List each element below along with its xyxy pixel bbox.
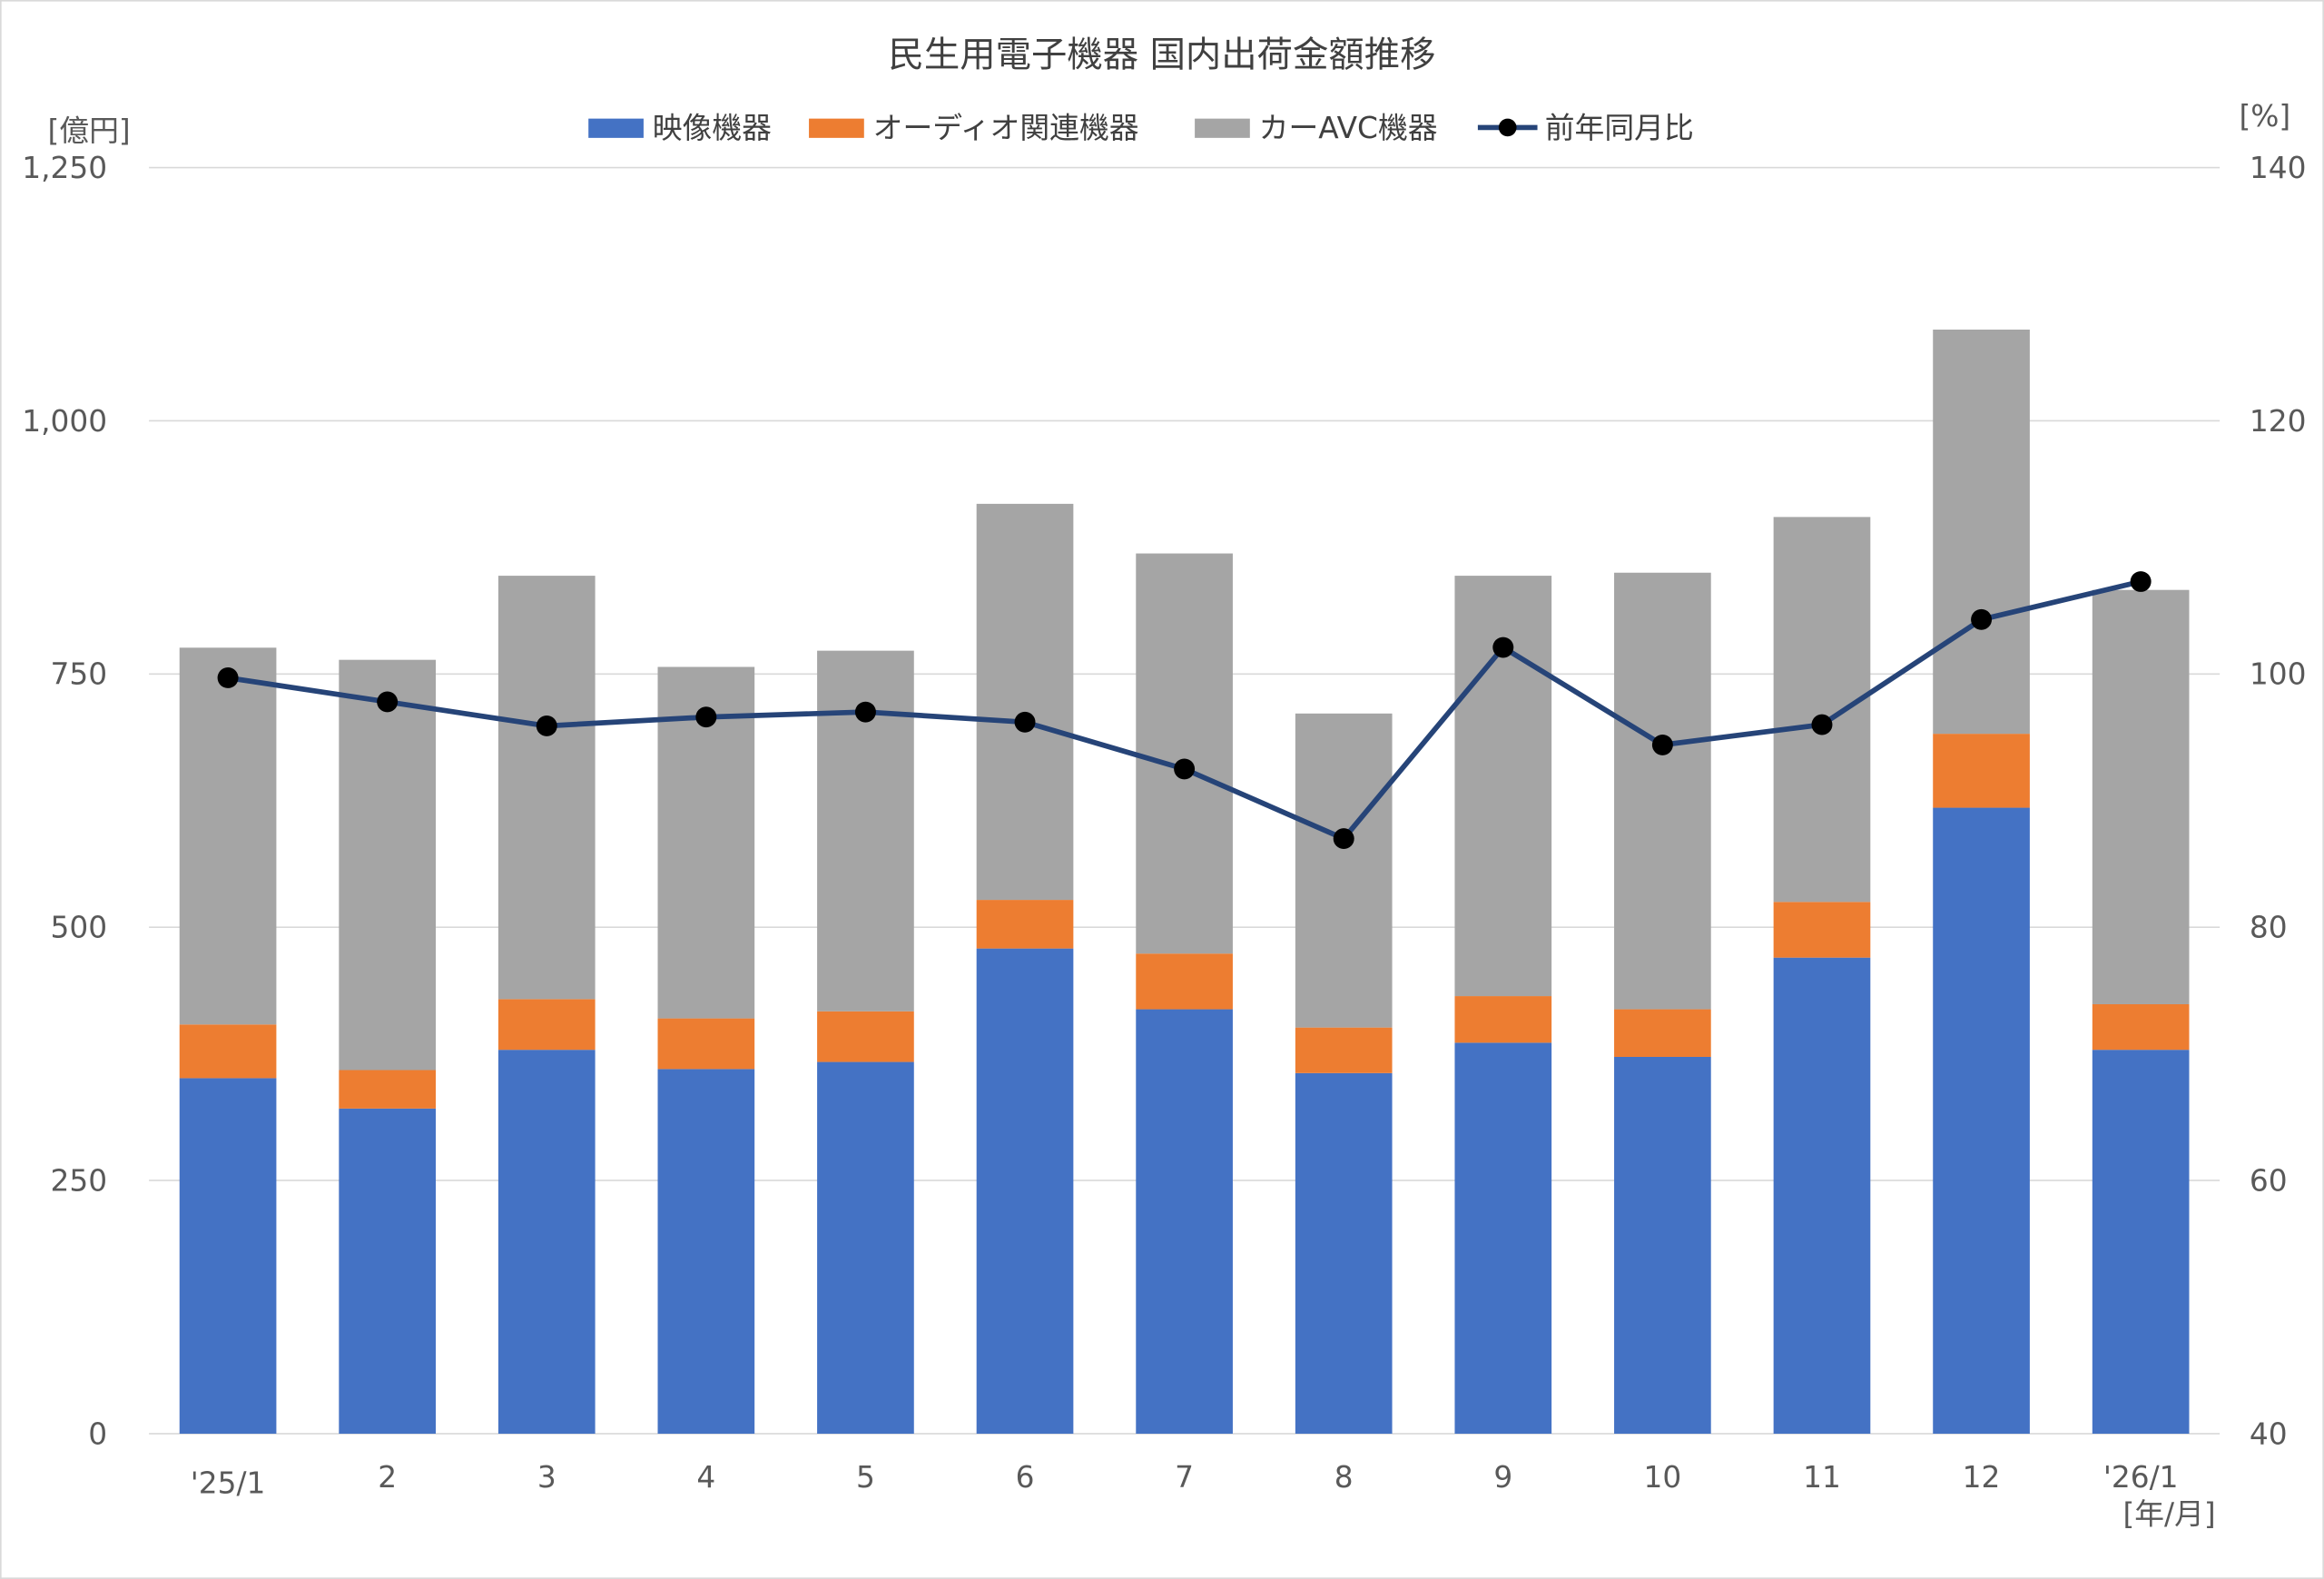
yoy-point bbox=[2130, 571, 2152, 592]
x-tick-label: '26/1 bbox=[2103, 1460, 2179, 1495]
bar-audio bbox=[497, 999, 596, 1051]
legend-label-video: 映像機器 bbox=[653, 111, 772, 145]
y2-tick-label: 60 bbox=[2250, 1164, 2288, 1199]
x-tick-label: 3 bbox=[537, 1460, 556, 1495]
y-tick-label: 1,000 bbox=[22, 404, 107, 439]
legend-label-yoy: 前年同月比 bbox=[1545, 111, 1694, 145]
bar-audio bbox=[339, 1070, 436, 1109]
bar-video bbox=[179, 1078, 277, 1434]
y-axis-label: [億円] bbox=[48, 113, 131, 148]
legend-label-car-avc: カーAVC機器 bbox=[1259, 111, 1438, 145]
y-tick-label: 250 bbox=[51, 1164, 108, 1199]
bar-video bbox=[1614, 1056, 1711, 1434]
x-tick-label: 10 bbox=[1644, 1460, 1682, 1495]
bar-car-avc bbox=[1614, 572, 1711, 1010]
bar-audio bbox=[1933, 734, 2030, 808]
legend-swatch-video bbox=[588, 118, 644, 138]
bar-audio bbox=[1454, 996, 1552, 1043]
legend-swatch-car-avc bbox=[1195, 118, 1250, 138]
x-tick-label: 7 bbox=[1175, 1460, 1194, 1495]
bar-video bbox=[1933, 807, 2030, 1434]
legend: 映像機器 オーディオ関連機器 カーAVC機器 前年同月比 bbox=[588, 111, 1694, 145]
y-tick-label: 0 bbox=[88, 1416, 107, 1451]
bar-video bbox=[1773, 957, 1871, 1434]
bar-video bbox=[1136, 1009, 1233, 1434]
axis-labels: 0 250 500 750 1,000 1,250 40 60 80 100 120 140 '25/1… bbox=[22, 151, 2306, 1500]
yoy-point bbox=[695, 706, 717, 728]
yoy-point bbox=[1333, 828, 1354, 850]
chart-title: 民生用電子機器 国内出荷金額推移 bbox=[889, 35, 1436, 76]
legend-label-audio: オーディオ関連機器 bbox=[873, 111, 1139, 145]
x-tick-label: 11 bbox=[1803, 1460, 1841, 1495]
x-tick-label: '25/1 bbox=[191, 1466, 266, 1500]
legend-marker-yoy bbox=[1498, 118, 1517, 137]
bar-video bbox=[817, 1061, 914, 1434]
bar-car-avc bbox=[2092, 589, 2190, 1004]
bar-car-avc bbox=[497, 576, 596, 1000]
yoy-point bbox=[536, 715, 557, 736]
y2-tick-label: 80 bbox=[2250, 911, 2288, 945]
bar-car-avc bbox=[1295, 713, 1393, 1028]
bar-car-avc bbox=[1136, 553, 1233, 954]
bar-car-avc bbox=[339, 659, 436, 1071]
x-tick-label: 8 bbox=[1334, 1460, 1354, 1495]
y2-tick-label: 100 bbox=[2250, 657, 2307, 692]
yoy-point bbox=[217, 667, 239, 688]
bar-audio bbox=[1136, 953, 1233, 1010]
yoy-point bbox=[1971, 608, 1993, 630]
yoy-point bbox=[1174, 758, 1196, 780]
bar-video bbox=[1454, 1042, 1552, 1434]
x-tick-label: 2 bbox=[378, 1460, 397, 1495]
x-tick-label: 6 bbox=[1016, 1460, 1035, 1495]
x-tick-label: 5 bbox=[856, 1460, 875, 1495]
bar-audio bbox=[179, 1024, 277, 1079]
gridlines bbox=[149, 166, 2221, 1435]
x-tick-label: 9 bbox=[1493, 1460, 1512, 1495]
bar-audio bbox=[1614, 1009, 1711, 1057]
yoy-point bbox=[1811, 714, 1833, 735]
yoy-point bbox=[854, 701, 876, 723]
bar-audio bbox=[657, 1018, 755, 1070]
bar-audio bbox=[2092, 1003, 2190, 1051]
y2-tick-label: 140 bbox=[2250, 151, 2307, 185]
bars bbox=[179, 330, 2190, 1434]
bar-audio bbox=[1295, 1027, 1393, 1073]
bar-video bbox=[657, 1069, 755, 1434]
legend-swatch-audio bbox=[809, 118, 864, 138]
y2-axis-label: [%] bbox=[2239, 99, 2290, 133]
bar-video bbox=[2092, 1050, 2190, 1434]
x-axis-label: [年/月] bbox=[2122, 1497, 2215, 1532]
x-tick-label: 12 bbox=[1963, 1460, 2001, 1495]
yoy-point bbox=[1492, 637, 1514, 658]
bar-car-avc bbox=[976, 503, 1074, 901]
yoy-point bbox=[1014, 711, 1036, 733]
bar-car-avc bbox=[1773, 517, 1871, 903]
y2-tick-label: 120 bbox=[2250, 404, 2307, 439]
bar-audio bbox=[976, 900, 1074, 949]
yoy-point bbox=[1651, 734, 1673, 755]
bar-car-avc bbox=[179, 647, 277, 1025]
bar-car-avc bbox=[1933, 330, 2030, 735]
bar-audio bbox=[817, 1011, 914, 1062]
x-tick-label: 4 bbox=[696, 1460, 715, 1495]
y-tick-label: 1,250 bbox=[22, 151, 107, 185]
yoy-point bbox=[377, 691, 399, 713]
y2-tick-label: 40 bbox=[2250, 1416, 2288, 1451]
bar-video bbox=[976, 948, 1074, 1434]
yoy-line bbox=[217, 571, 2152, 850]
bar-audio bbox=[1773, 902, 1871, 958]
bar-video bbox=[497, 1050, 596, 1434]
y-tick-label: 500 bbox=[51, 911, 108, 945]
y-tick-label: 750 bbox=[51, 657, 108, 692]
bar-video bbox=[1295, 1072, 1393, 1434]
bar-video bbox=[339, 1108, 436, 1434]
